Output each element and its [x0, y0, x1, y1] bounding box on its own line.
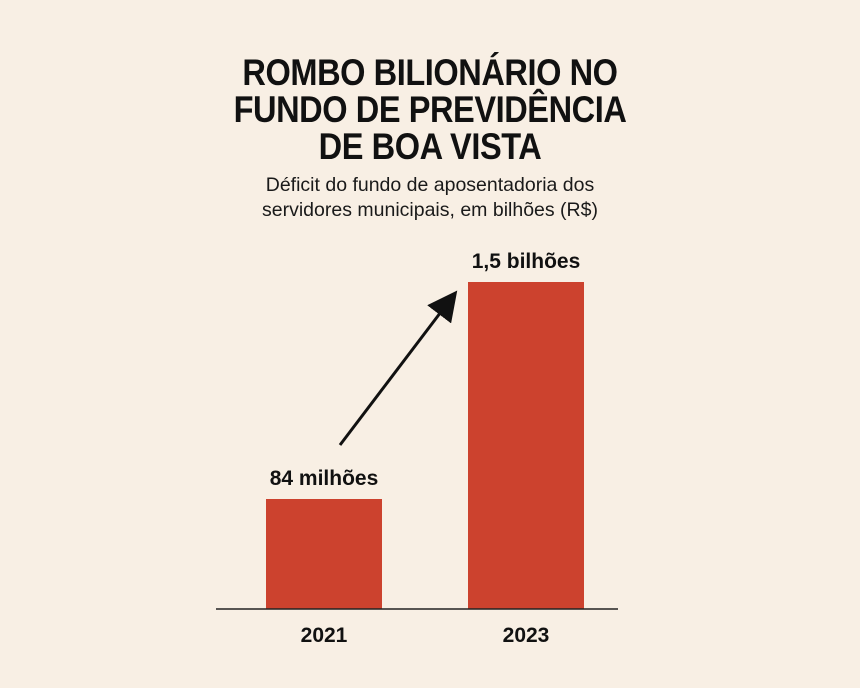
chart-subtitle-line-2: servidores municipais, em bilhões (R$) — [262, 199, 598, 221]
chart-title-line-3: DE BOA VISTA — [318, 126, 542, 167]
data-label-2023: 1,5 bilhões — [472, 250, 581, 273]
bar-2023 — [468, 282, 584, 609]
x-tick-label-2023: 2023 — [503, 624, 550, 647]
trend-arrow-icon — [338, 290, 458, 446]
bar-2021 — [266, 499, 382, 609]
chart-title-line-2: FUNDO DE PREVIDÊNCIA — [233, 89, 627, 130]
data-label-2021: 84 milhões — [270, 467, 379, 490]
chart-title-line-1: ROMBO BILIONÁRIO NO — [242, 52, 618, 93]
chart-subtitle-line-1: Déficit do fundo de aposentadoria dos — [265, 174, 595, 196]
x-tick-label-2021: 2021 — [301, 624, 348, 647]
